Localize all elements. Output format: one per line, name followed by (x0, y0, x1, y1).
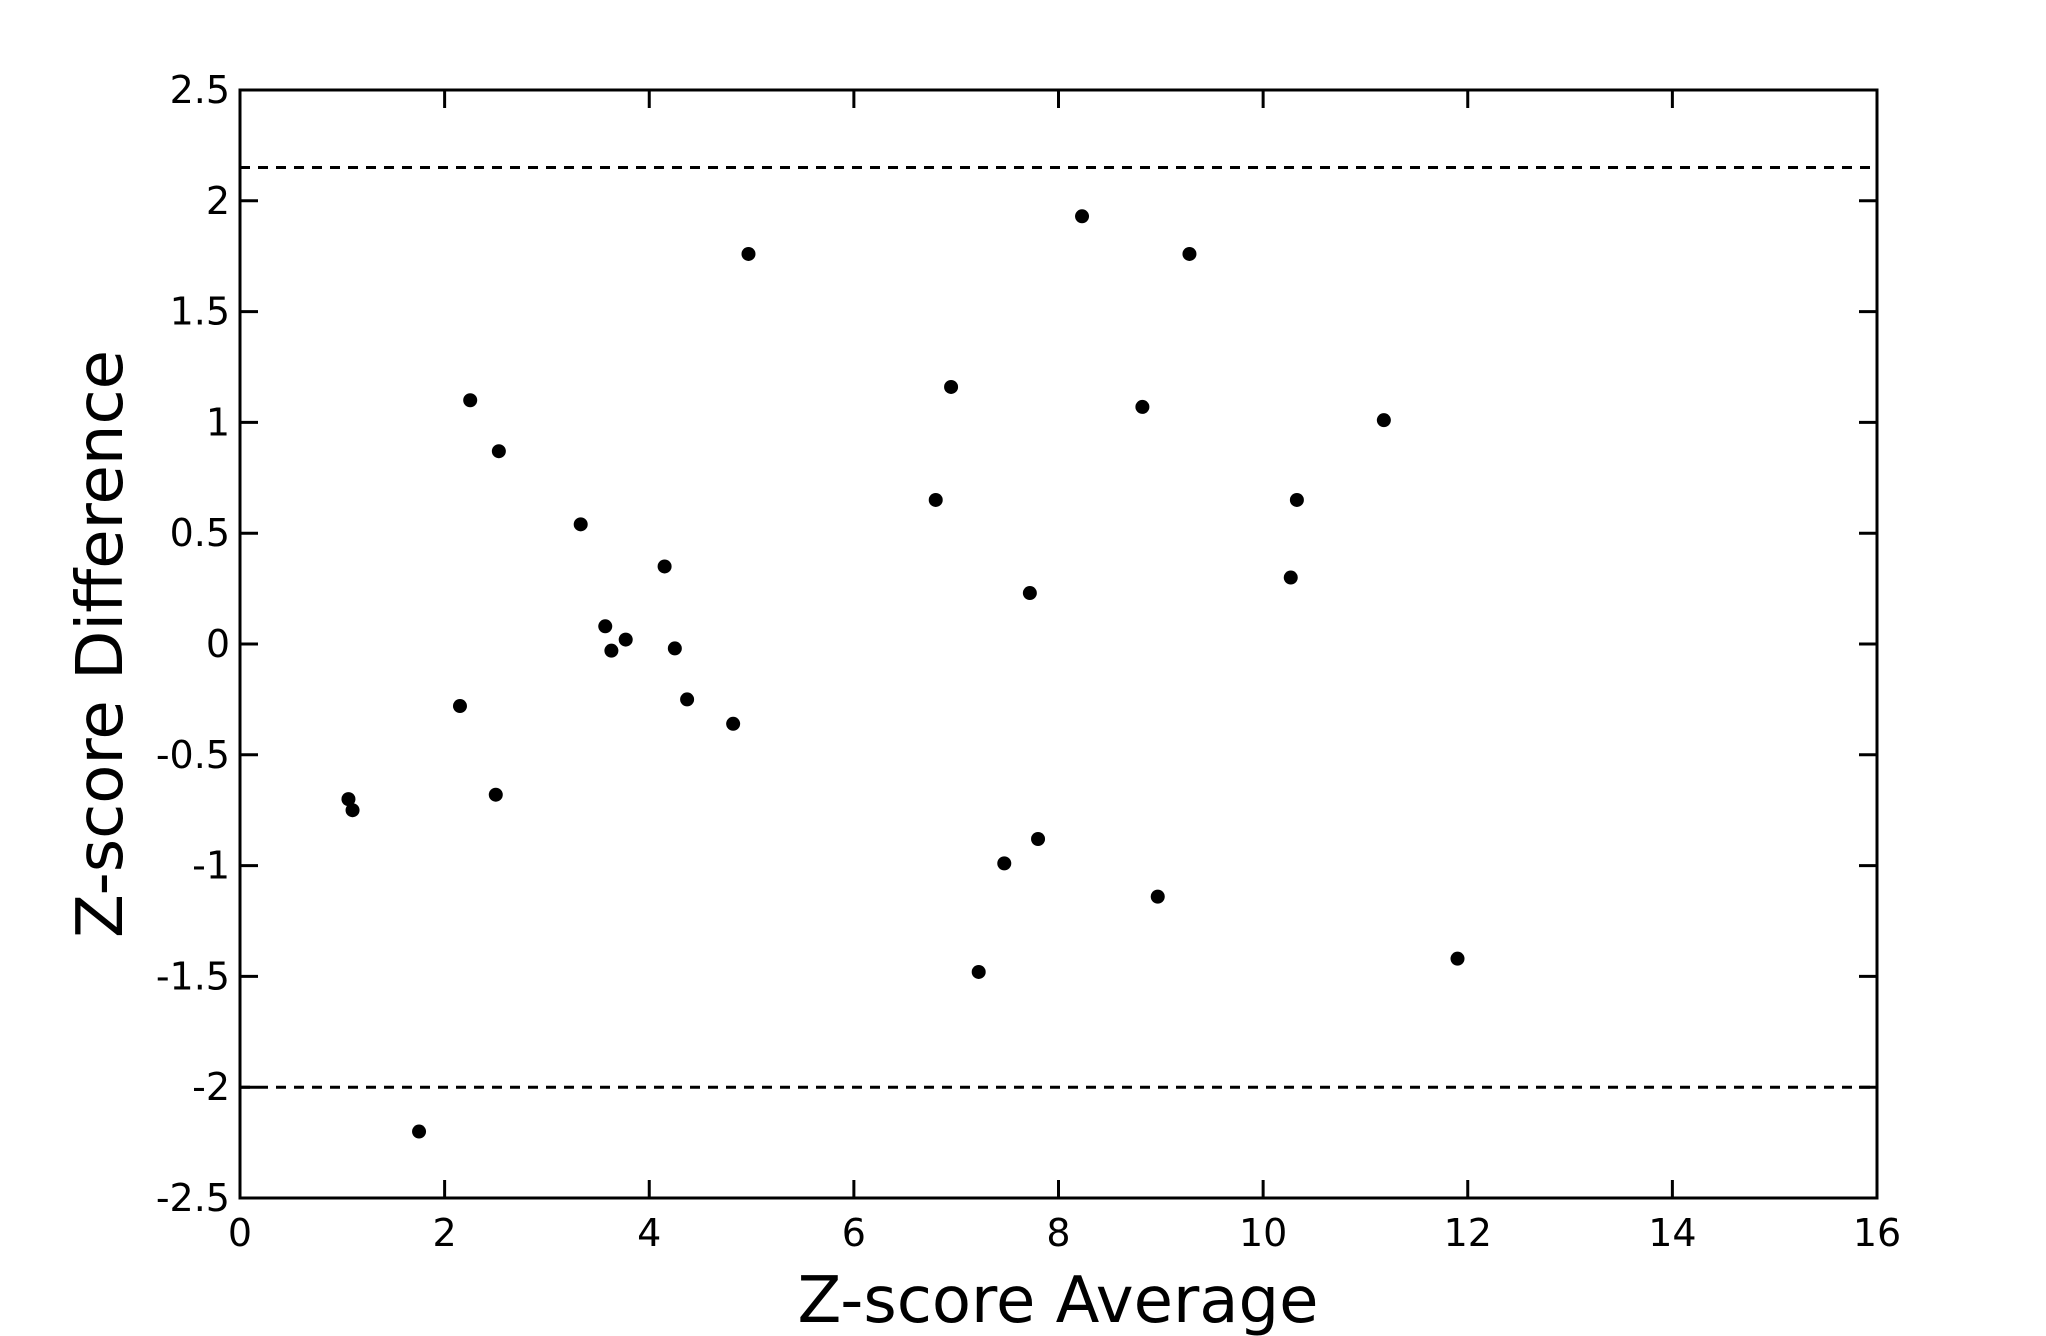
y-tick-label: 2 (206, 179, 230, 223)
plot-frame (238, 88, 1879, 1200)
y-axis-label: Z-score Difference (64, 350, 138, 938)
data-point (488, 787, 503, 802)
x-tick-label: 0 (228, 1211, 252, 1255)
data-point (1150, 889, 1165, 904)
x-tick-label: 2 (433, 1211, 457, 1255)
y-tick-label: 0.5 (170, 511, 230, 555)
x-tick-label: 4 (637, 1211, 661, 1255)
x-tick-label: 8 (1046, 1211, 1070, 1255)
axis-ticks (238, 88, 1879, 1200)
data-point (412, 1124, 427, 1139)
y-tick-label: -2 (192, 1065, 230, 1109)
data-point (463, 393, 478, 408)
data-points (341, 209, 1465, 1139)
x-tick-label: 10 (1239, 1211, 1287, 1255)
x-tick-label: 14 (1648, 1211, 1696, 1255)
tick-labels: 0 2 4 6 8 10 12 14 16 2.5 2 1.5 1 0.5 0 -0.5 -1 -1.5 -2 -2.… (156, 68, 1901, 1255)
y-tick-label: -1.5 (156, 954, 230, 998)
y-tick-label: -1 (192, 844, 230, 888)
y-tick-label: -2.5 (156, 1176, 230, 1220)
data-point (928, 492, 943, 507)
data-point (618, 632, 633, 647)
data-point (573, 517, 588, 532)
y-tick-label: -0.5 (156, 733, 230, 777)
data-point (491, 444, 506, 459)
y-tick-label: 1.5 (170, 290, 230, 334)
data-point (345, 803, 360, 818)
data-point (1450, 951, 1465, 966)
data-point (657, 559, 672, 574)
plot-area (240, 90, 1877, 1198)
data-point (1075, 209, 1090, 224)
data-point (604, 643, 619, 658)
data-point (997, 856, 1012, 871)
data-point (1283, 570, 1298, 585)
y-tick-label: 2.5 (170, 68, 230, 112)
reference-lines (240, 166, 1877, 1089)
x-tick-label: 6 (842, 1211, 866, 1255)
data-point (1135, 399, 1150, 414)
data-point (971, 964, 986, 979)
y-tick-label: 1 (206, 400, 230, 444)
y-tick-label: 0 (206, 622, 230, 666)
data-point (1022, 586, 1037, 601)
data-point (452, 699, 467, 714)
x-tick-label: 12 (1444, 1211, 1492, 1255)
data-point (667, 641, 682, 656)
data-point (741, 246, 756, 261)
data-point (1182, 246, 1197, 261)
data-point (680, 692, 695, 707)
data-point (726, 716, 741, 731)
data-point (598, 619, 613, 634)
x-tick-label: 16 (1853, 1211, 1901, 1255)
data-point (944, 379, 959, 394)
data-point (341, 792, 356, 807)
data-point (1376, 413, 1391, 428)
data-point (1031, 832, 1046, 847)
data-point (1289, 492, 1304, 507)
x-axis-label: Z-score Average (798, 1264, 1319, 1336)
